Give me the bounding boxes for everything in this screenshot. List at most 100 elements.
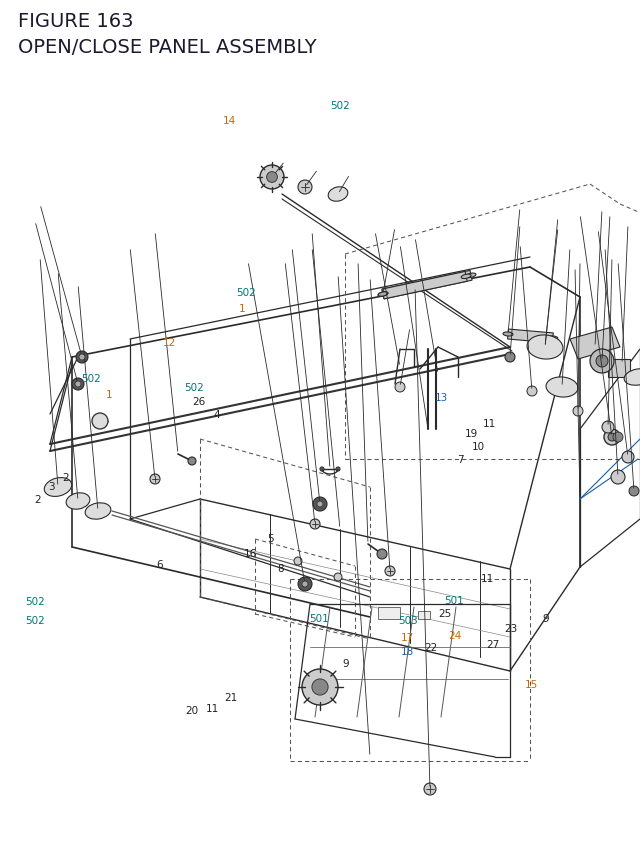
Circle shape (72, 379, 84, 391)
Text: 17: 17 (401, 632, 414, 642)
Text: 5: 5 (267, 533, 273, 543)
Ellipse shape (527, 336, 563, 360)
Circle shape (310, 519, 320, 530)
Text: 25: 25 (438, 608, 451, 618)
Text: 15: 15 (525, 679, 538, 690)
Text: 11: 11 (483, 418, 496, 429)
Circle shape (320, 468, 324, 472)
Text: 501: 501 (309, 613, 328, 623)
Circle shape (424, 784, 436, 795)
Text: 9: 9 (342, 658, 349, 668)
Circle shape (608, 433, 616, 442)
Circle shape (336, 468, 340, 472)
Circle shape (334, 573, 342, 581)
Text: 502: 502 (82, 374, 101, 384)
Ellipse shape (378, 293, 388, 297)
Text: 503: 503 (399, 615, 418, 625)
Polygon shape (382, 271, 472, 300)
Text: 7: 7 (458, 455, 464, 465)
Circle shape (395, 382, 405, 393)
Ellipse shape (44, 478, 72, 497)
Text: 23: 23 (504, 623, 517, 634)
Circle shape (317, 501, 323, 507)
Text: 19: 19 (465, 428, 478, 438)
Text: 2: 2 (34, 494, 40, 505)
Circle shape (558, 383, 566, 392)
Bar (378, 607, 400, 619)
Circle shape (573, 406, 583, 417)
Circle shape (596, 356, 608, 368)
Text: 1: 1 (106, 389, 112, 400)
Circle shape (298, 578, 312, 592)
Text: 22: 22 (424, 642, 437, 653)
Bar (608, 360, 630, 378)
Text: 502: 502 (237, 288, 256, 298)
Circle shape (629, 486, 639, 497)
Circle shape (188, 457, 196, 466)
Ellipse shape (546, 377, 578, 398)
Circle shape (611, 470, 625, 485)
Text: 11: 11 (481, 573, 494, 584)
Text: 3: 3 (48, 481, 54, 492)
Polygon shape (570, 328, 620, 360)
Circle shape (294, 557, 302, 566)
Ellipse shape (85, 503, 111, 519)
Text: 1: 1 (239, 303, 245, 313)
Ellipse shape (503, 332, 513, 337)
Ellipse shape (548, 337, 558, 341)
Circle shape (604, 430, 620, 445)
Text: 14: 14 (223, 115, 236, 126)
Circle shape (312, 679, 328, 696)
Circle shape (540, 343, 550, 353)
Ellipse shape (624, 369, 640, 386)
Polygon shape (382, 272, 467, 300)
Text: 27: 27 (486, 639, 499, 649)
Circle shape (385, 567, 395, 576)
Text: 20: 20 (186, 705, 198, 715)
Circle shape (590, 350, 614, 374)
Bar (418, 611, 430, 619)
Circle shape (527, 387, 537, 397)
Text: 24: 24 (448, 630, 461, 641)
Circle shape (302, 581, 308, 587)
Text: 26: 26 (192, 396, 205, 406)
Circle shape (150, 474, 160, 485)
Text: 502: 502 (184, 382, 204, 393)
Text: 9: 9 (542, 613, 548, 623)
Text: FIGURE 163: FIGURE 163 (18, 12, 134, 31)
Text: 16: 16 (244, 548, 257, 559)
Text: 10: 10 (472, 441, 485, 451)
Circle shape (79, 355, 85, 361)
Circle shape (613, 432, 623, 443)
Circle shape (75, 381, 81, 387)
Text: 18: 18 (401, 646, 414, 656)
Text: 6: 6 (157, 559, 163, 569)
Circle shape (76, 351, 88, 363)
Text: 12: 12 (163, 338, 176, 348)
Polygon shape (508, 330, 553, 344)
Text: 502: 502 (26, 615, 45, 625)
Text: 502: 502 (26, 596, 45, 606)
Text: 8: 8 (277, 563, 284, 573)
Circle shape (302, 669, 338, 705)
Circle shape (313, 498, 327, 511)
Circle shape (602, 422, 614, 433)
Circle shape (298, 181, 312, 195)
Text: 502: 502 (331, 101, 350, 111)
Text: 501: 501 (445, 595, 464, 605)
Circle shape (505, 353, 515, 362)
Circle shape (260, 166, 284, 189)
Circle shape (267, 172, 277, 183)
Text: OPEN/CLOSE PANEL ASSEMBLY: OPEN/CLOSE PANEL ASSEMBLY (18, 38, 317, 57)
Ellipse shape (66, 493, 90, 510)
Circle shape (92, 413, 108, 430)
Ellipse shape (328, 188, 348, 202)
Text: 21: 21 (224, 692, 237, 703)
Circle shape (622, 451, 634, 463)
Circle shape (377, 549, 387, 560)
Ellipse shape (378, 293, 388, 297)
Text: 11: 11 (206, 703, 219, 713)
Ellipse shape (466, 274, 476, 278)
Ellipse shape (461, 275, 471, 279)
Text: 4: 4 (213, 410, 220, 420)
